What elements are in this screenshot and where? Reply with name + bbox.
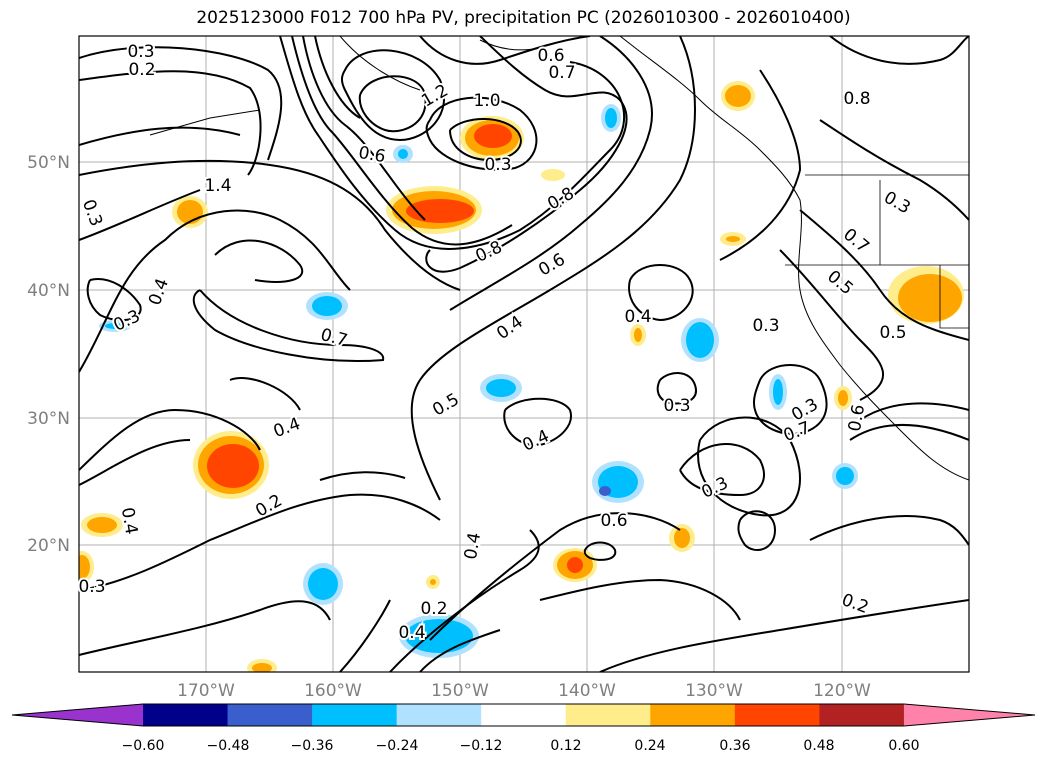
contour-label: 0.2 <box>128 60 155 80</box>
colorbar-swatch <box>565 704 651 726</box>
contour-label: 0.2 <box>420 599 447 619</box>
contour-label: 0.3 <box>484 155 511 175</box>
colorbar-swatch <box>396 704 482 726</box>
lat-label: 40°N <box>27 281 70 301</box>
colorbar-tick: −0.24 <box>376 738 419 754</box>
colorbar-tick: 0.12 <box>550 738 581 754</box>
lon-label: 170°W <box>177 681 235 701</box>
pv-contours <box>79 36 969 672</box>
colorbar-tick: 0.60 <box>888 738 919 754</box>
contour-label: 0.3 <box>78 577 105 597</box>
colorbar <box>11 703 1036 727</box>
coastlines <box>149 36 969 481</box>
contour-label: 0.8 <box>843 89 870 109</box>
map-frame-background <box>79 36 969 672</box>
colorbar-swatch <box>227 704 313 726</box>
colorbar-swatch <box>650 704 736 726</box>
contour-label: 0.4 <box>398 623 425 643</box>
colorbar-ticks: −0.60 −0.48 −0.36 −0.24 −0.12 0.12 0.24 … <box>122 738 920 754</box>
contour-label: 0.3 <box>127 42 154 62</box>
lat-label: 20°N <box>27 536 70 556</box>
colorbar-swatch <box>143 704 229 726</box>
lat-label: 30°N <box>27 409 70 429</box>
colorbar-swatch <box>734 704 820 726</box>
colorbar-swatch <box>481 704 567 726</box>
colorbar-tick: −0.48 <box>207 738 250 754</box>
contour-label: 0.7 <box>548 63 575 83</box>
contour-label: 0.5 <box>879 323 906 343</box>
lon-axis: 170°W 160°W 150°W 140°W 130°W 120°W <box>177 681 871 701</box>
contour-label: 0.4 <box>624 307 651 327</box>
colorbar-tick: 0.48 <box>803 738 834 754</box>
colorbar-swatch <box>312 704 398 726</box>
lat-label: 50°N <box>27 153 70 173</box>
lon-label: 120°W <box>813 681 871 701</box>
map-border <box>78 35 970 673</box>
contour-label: 0.6 <box>537 46 564 66</box>
colorbar-tick: −0.60 <box>122 738 165 754</box>
contour-label: 0.6 <box>600 511 627 531</box>
colorbar-tick: −0.36 <box>291 738 334 754</box>
colorbar-outline <box>11 703 1036 727</box>
lat-axis: 50°N 40°N 30°N 20°N <box>27 153 70 556</box>
colorbar-extend-min <box>12 704 143 726</box>
colorbar-tick: 0.36 <box>719 738 750 754</box>
contour-label: 1.0 <box>473 91 500 111</box>
colorbar-tick: −0.12 <box>460 738 503 754</box>
precip-shading <box>79 81 964 672</box>
contour-label: 0.4 <box>117 506 141 536</box>
lon-label: 140°W <box>558 681 616 701</box>
contour-label: 0.6 <box>357 143 387 167</box>
colorbar-tick: 0.24 <box>634 738 665 754</box>
map-title: 2025123000 F012 700 hPa PV, precipitatio… <box>196 8 851 28</box>
colorbar-extend-max <box>903 704 1035 726</box>
contour-label: 0.3 <box>663 396 690 416</box>
contour-label: 1.4 <box>204 176 231 196</box>
lon-label: 130°W <box>685 681 743 701</box>
lon-label: 150°W <box>431 681 489 701</box>
lon-label: 160°W <box>304 681 362 701</box>
colorbar-swatch <box>819 704 905 726</box>
state-borders <box>785 174 969 329</box>
contour-label: 0.3 <box>752 316 779 336</box>
